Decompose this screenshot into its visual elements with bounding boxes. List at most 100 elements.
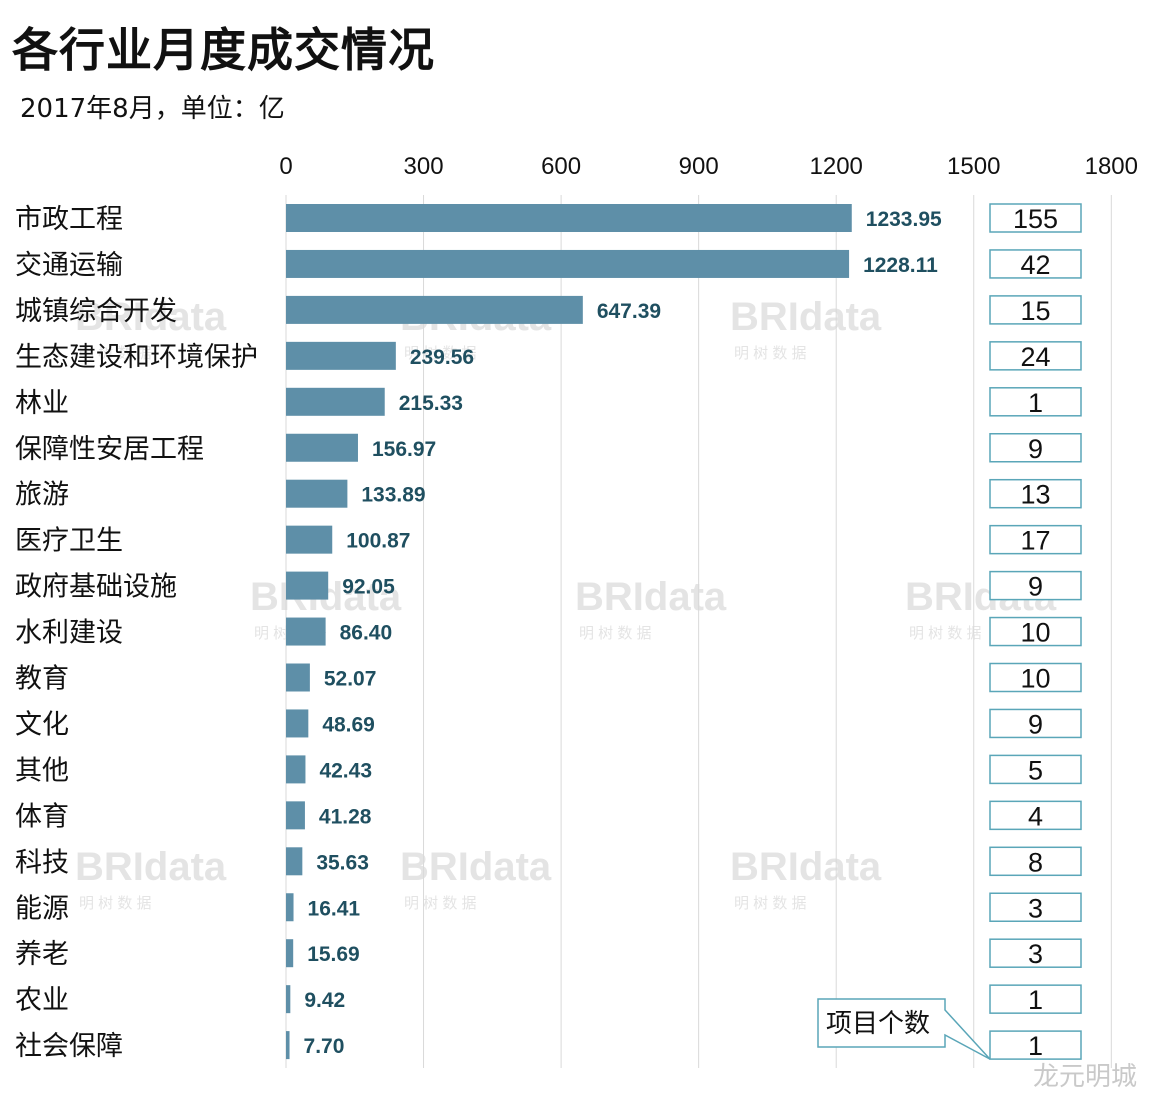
count-box	[989, 938, 1082, 968]
count-cell: 13	[989, 478, 1082, 510]
value-label: 92.05	[342, 576, 395, 599]
bar	[286, 847, 303, 876]
x-axis-ticks: 0 300 600 900 1200 1500 1800	[279, 153, 1138, 180]
bar	[286, 755, 306, 784]
category-label: 医疗卫生	[15, 526, 123, 557]
bar	[286, 571, 329, 600]
count-cell: 8	[989, 846, 1082, 877]
watermark: BRIdata 明 树 数 据	[730, 295, 882, 362]
count-box	[989, 846, 1082, 877]
category-label: 科技	[15, 847, 69, 878]
watermark: BRIdata 明 树 数 据	[75, 845, 227, 912]
count-cell: 10	[989, 662, 1082, 694]
watermark-sub: 明 树 数 据	[79, 895, 152, 912]
bars	[286, 204, 852, 1060]
category-label: 社会保障	[15, 1031, 123, 1062]
value-label: 215.33	[399, 392, 463, 415]
count-cell: 42	[989, 249, 1082, 280]
count-cell: 155	[989, 203, 1082, 234]
watermark-sub: 明 树 数 据	[734, 895, 807, 912]
category-label: 养老	[15, 939, 69, 970]
category-label: 政府基础设施	[15, 572, 177, 603]
count-value: 15	[1020, 296, 1050, 326]
count-box	[989, 892, 1082, 922]
count-cell: 24	[989, 341, 1082, 372]
count-value: 9	[1028, 434, 1043, 464]
value-label: 239.56	[410, 346, 474, 369]
watermark-sub: 明 树 数 据	[79, 345, 152, 362]
category-label: 城镇综合开发	[15, 296, 177, 327]
count-value: 1	[1028, 985, 1043, 1015]
count-value: 24	[1020, 342, 1050, 372]
count-callout: 项目个数	[817, 998, 991, 1060]
category-label: 旅游	[15, 480, 69, 511]
count-value: 3	[1028, 893, 1043, 923]
watermark-sub: 明 树 数 据	[734, 345, 807, 362]
value-label: 156.97	[372, 438, 436, 461]
bar	[286, 709, 309, 738]
bar	[286, 204, 852, 232]
count-cell: 1	[989, 1030, 1082, 1061]
count-column: 155 42 15 24 1 9 13 17 9 10 10 9 5 4 8 3 3 1 1	[989, 203, 1082, 1061]
count-value: 1	[1028, 1031, 1043, 1061]
category-label: 农业	[15, 985, 69, 1016]
count-box	[989, 341, 1082, 371]
count-box	[989, 387, 1082, 417]
count-value: 155	[1013, 204, 1058, 234]
count-box	[989, 1030, 1082, 1060]
count-value: 3	[1028, 939, 1043, 969]
bar	[286, 341, 396, 370]
value-label: 1233.95	[866, 208, 942, 231]
count-box	[989, 662, 1082, 693]
value-label: 9.42	[304, 989, 345, 1012]
value-label: 48.69	[322, 713, 375, 736]
category-label: 教育	[15, 664, 69, 695]
x-tick-label: 1800	[1085, 153, 1138, 180]
category-label: 文化	[15, 709, 69, 740]
bar	[286, 617, 326, 646]
chart-subtitle: 2017年8月，单位：亿	[20, 94, 285, 124]
count-value: 42	[1020, 250, 1050, 280]
count-box	[989, 754, 1082, 785]
corner-watermark: 龙元明城	[1032, 1062, 1137, 1092]
x-tick-label: 600	[541, 153, 581, 180]
count-cell: 5	[989, 754, 1082, 785]
bar	[286, 939, 294, 968]
category-label: 生态建设和环境保护	[15, 342, 258, 373]
x-tick-label: 1200	[810, 153, 863, 180]
chart-title: 各行业月度成交情况	[12, 23, 435, 77]
count-cell: 9	[989, 433, 1082, 464]
value-label: 86.40	[340, 622, 393, 645]
bar	[286, 893, 294, 922]
count-cell: 3	[989, 892, 1082, 923]
count-box	[989, 984, 1082, 1014]
category-label: 体育	[15, 801, 69, 832]
value-label: 647.39	[597, 300, 661, 323]
value-label: 42.43	[319, 759, 372, 782]
bar	[286, 663, 310, 692]
value-label: 52.07	[324, 668, 377, 691]
bar	[286, 801, 305, 830]
count-value: 5	[1028, 755, 1043, 785]
count-cell: 1	[989, 984, 1082, 1015]
watermark: BRIdata 明 树 数 据	[400, 845, 552, 912]
callout-label: 项目个数	[826, 1009, 930, 1039]
count-value: 17	[1020, 526, 1050, 556]
watermark-brand: BRIdata	[75, 295, 227, 339]
bar	[286, 985, 291, 1014]
count-cell: 15	[989, 295, 1082, 326]
category-label: 其他	[15, 755, 69, 786]
bar	[286, 249, 850, 278]
value-label: 41.28	[319, 805, 372, 828]
x-tick-label: 0	[279, 153, 292, 180]
count-box	[989, 570, 1082, 601]
count-value: 10	[1020, 618, 1050, 648]
bar	[286, 433, 358, 462]
x-tick-label: 300	[404, 153, 444, 180]
count-value: 9	[1028, 709, 1043, 739]
watermark-brand: BRIdata	[575, 575, 727, 619]
category-label: 保障性安居工程	[15, 434, 204, 465]
count-value: 10	[1020, 664, 1050, 694]
count-cell: 1	[989, 387, 1082, 418]
